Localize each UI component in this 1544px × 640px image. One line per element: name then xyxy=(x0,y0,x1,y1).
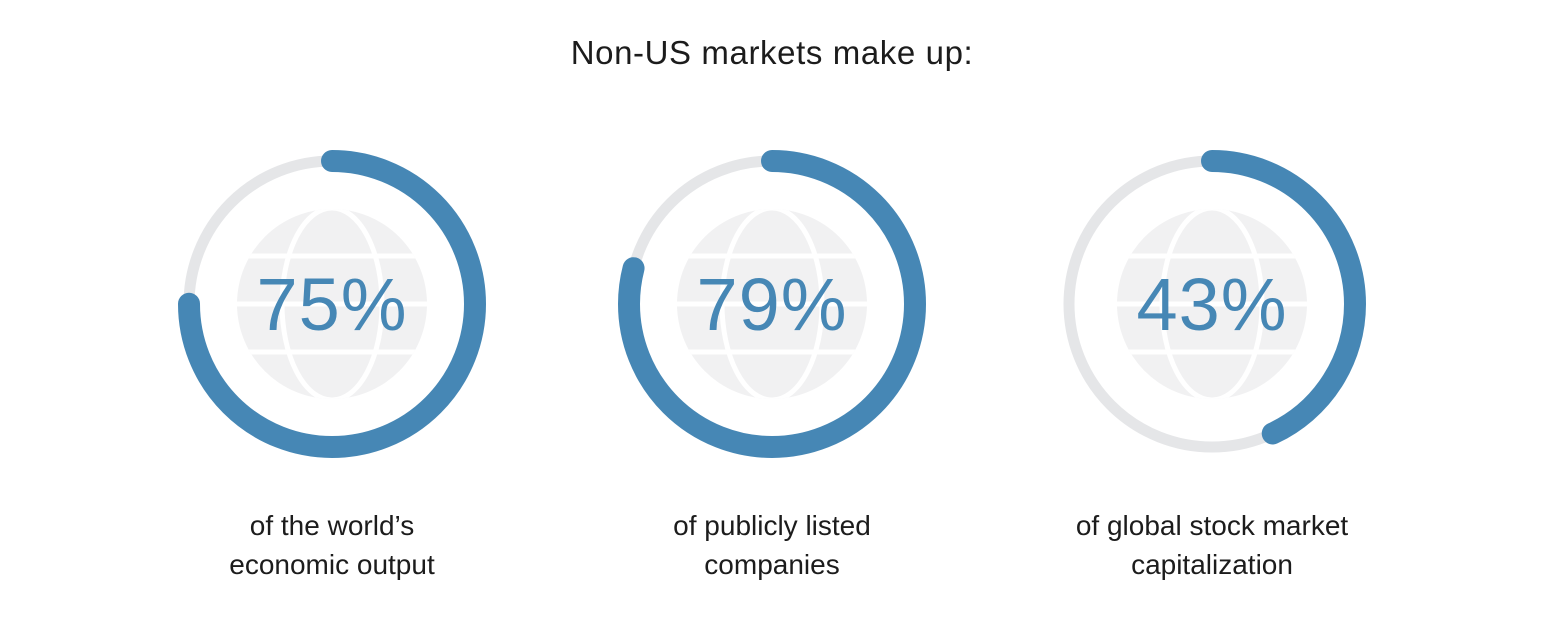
page-title: Non-US markets make up: xyxy=(570,34,974,71)
donut-progress-arc xyxy=(178,150,486,458)
donut-progress-arc xyxy=(618,150,926,458)
donut-section-economic-output: 75% of the world’s economic output xyxy=(112,144,552,584)
caption-line: economic output xyxy=(229,549,435,580)
caption-line: companies xyxy=(704,549,840,580)
donut-chart: 79% xyxy=(612,144,932,464)
caption-line: capitalization xyxy=(1131,549,1293,580)
globe-icon xyxy=(237,209,427,399)
donut-section-market-cap: 43% of global stock market capitalizatio… xyxy=(992,144,1432,584)
donut-chart: 43% xyxy=(1052,144,1372,464)
donut-ring-svg xyxy=(1058,150,1366,458)
caption-line: of global stock market xyxy=(1075,510,1349,541)
donut-ring-svg xyxy=(178,150,486,458)
globe-icon xyxy=(677,209,867,399)
globe-icon xyxy=(1117,209,1307,399)
donut-row: 75% of the world’s economic output xyxy=(0,144,1544,584)
donut-caption: of global stock market capitalization xyxy=(1076,506,1348,584)
donut-progress-arc xyxy=(1058,150,1366,458)
donut-caption: of the world’s economic output xyxy=(229,506,434,584)
caption-line: of the world’s xyxy=(249,510,415,541)
donut-ring-svg xyxy=(618,150,926,458)
caption-line: of publicly listed xyxy=(673,510,871,541)
donut-caption: of publicly listed companies xyxy=(673,506,871,584)
donut-section-listed-companies: 79% of publicly listed companies xyxy=(552,144,992,584)
donut-chart: 75% xyxy=(172,144,492,464)
